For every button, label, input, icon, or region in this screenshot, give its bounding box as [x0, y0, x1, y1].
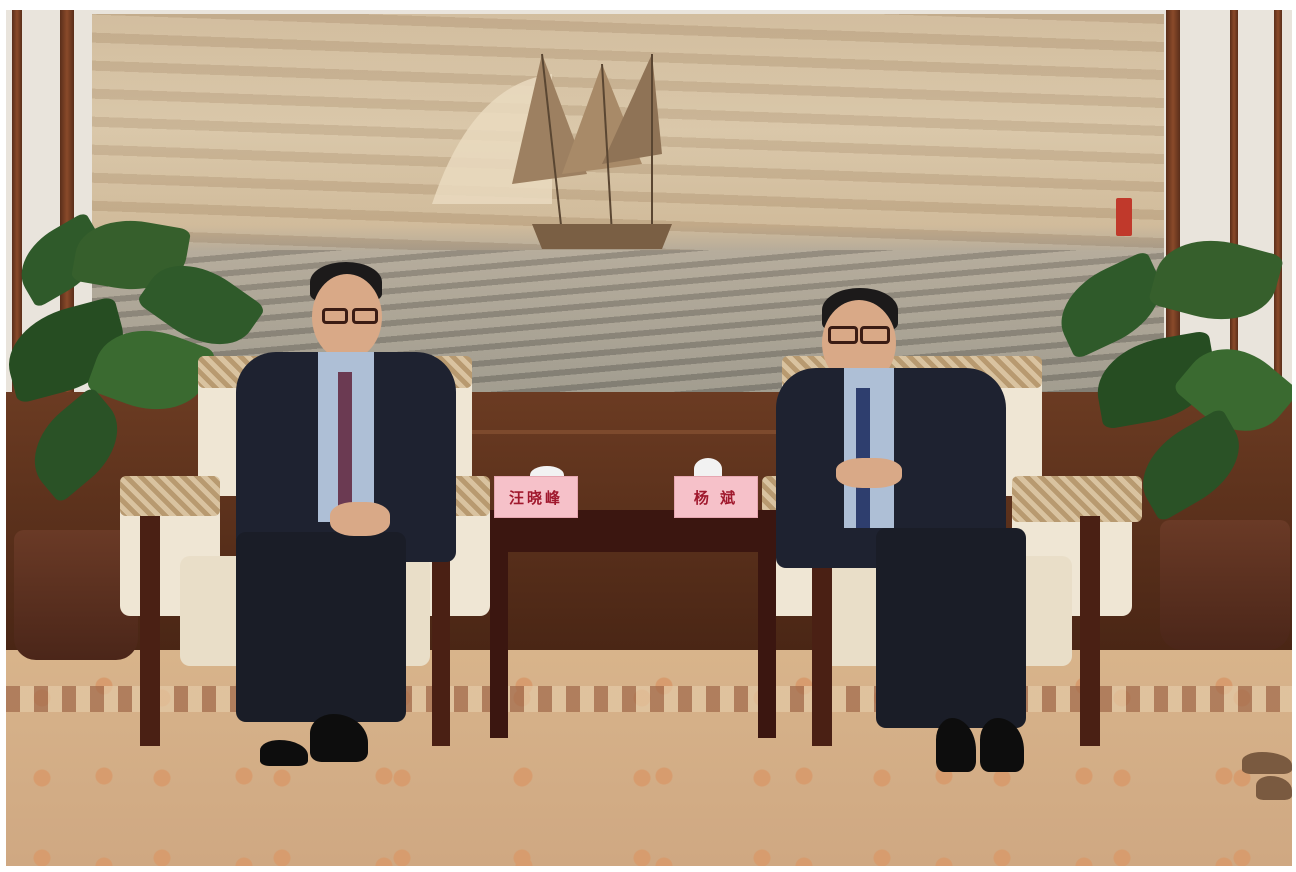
name-card-right: 杨 斌	[674, 476, 758, 518]
meeting-photo: 汪晓峰 杨 斌	[6, 10, 1292, 866]
table-leg	[758, 538, 776, 738]
name-card-left: 汪晓峰	[494, 476, 578, 518]
wood-trim-right-2	[1274, 10, 1282, 650]
table-leg	[490, 538, 508, 738]
table-apron	[508, 538, 758, 552]
ship-icon	[432, 53, 672, 249]
plant-left	[6, 210, 267, 680]
carpet-border	[6, 686, 1292, 712]
shoe-partial	[1256, 776, 1292, 800]
sailing-ship-tapestry	[92, 14, 1164, 398]
tea-cup	[694, 458, 722, 480]
plant-right	[1036, 225, 1292, 680]
man-right	[776, 288, 1046, 778]
wood-trim-left	[12, 10, 22, 650]
man-left	[206, 262, 466, 772]
red-seal-stamp	[1116, 198, 1132, 236]
panel-line	[466, 430, 786, 434]
pot-left	[14, 530, 138, 660]
shoe-partial	[1242, 752, 1292, 774]
wood-trim-right-1	[1230, 10, 1238, 650]
pot-right	[1160, 520, 1290, 650]
